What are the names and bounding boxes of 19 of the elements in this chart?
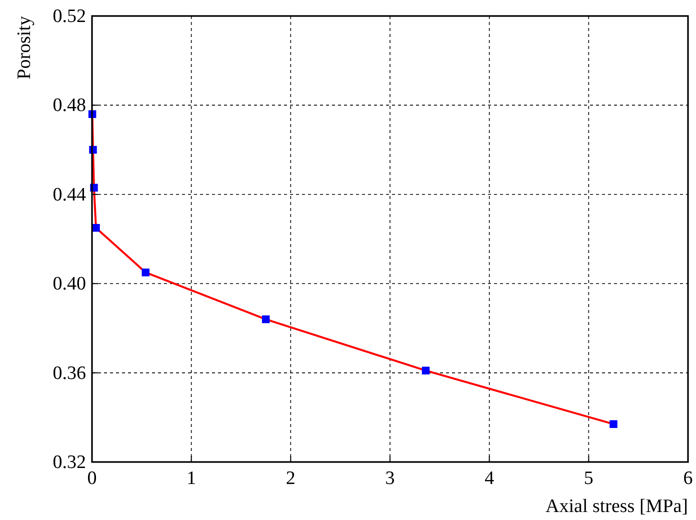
x-tick-label: 5 <box>584 468 594 489</box>
point <box>262 315 270 324</box>
y-tick-label: 0.52 <box>52 6 86 27</box>
y-tick-label: 0.40 <box>52 274 86 295</box>
y-axis-title: Porosity <box>14 16 35 80</box>
x-tick-label: 3 <box>385 468 395 489</box>
x-tick-label: 4 <box>484 468 495 489</box>
point <box>610 420 618 428</box>
point <box>422 366 430 374</box>
x-tick-label: 6 <box>683 468 693 489</box>
x-tick-label: 1 <box>186 468 196 489</box>
x-axis-title: Axial stress [MPa] <box>546 496 688 517</box>
y-tick-label: 0.48 <box>52 95 86 116</box>
y-tick-label: 0.32 <box>52 452 86 473</box>
point <box>142 268 150 276</box>
x-tick-label: 2 <box>286 468 296 489</box>
x-tick-label: 0 <box>87 468 97 489</box>
y-tick-label: 0.36 <box>52 362 86 384</box>
y-tick-label: 0.44 <box>52 184 86 206</box>
